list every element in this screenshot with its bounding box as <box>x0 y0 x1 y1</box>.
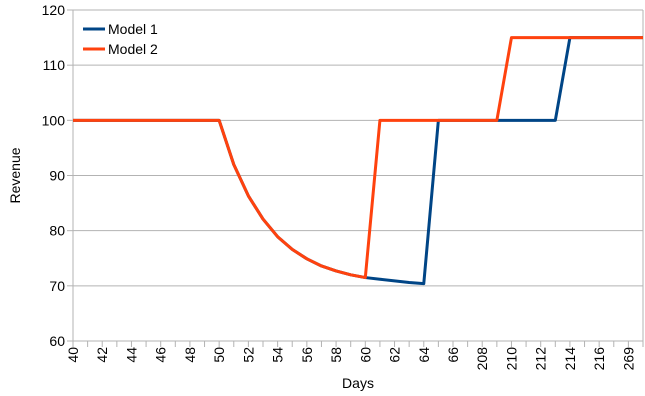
y-tick-label-80: 80 <box>49 223 65 239</box>
y-tick-label-100: 100 <box>42 112 66 128</box>
x-tick-label-42: 42 <box>94 347 110 363</box>
legend-label-model-1: Model 1 <box>108 21 158 37</box>
y-tick-label-70: 70 <box>49 278 65 294</box>
legend: Model 1 Model 2 <box>83 21 158 57</box>
legend-label-model-2: Model 2 <box>108 41 158 57</box>
x-tick-label-208: 208 <box>474 347 490 371</box>
x-tick-label-269: 269 <box>620 347 636 371</box>
x-tick-label-58: 58 <box>328 347 344 363</box>
x-tick-label-66: 66 <box>445 347 461 363</box>
x-tick-label-50: 50 <box>211 347 227 363</box>
grid <box>73 9 643 342</box>
y-axis-title: Revenue <box>7 147 23 203</box>
x-tick-label-60: 60 <box>357 347 373 363</box>
x-tick-label-214: 214 <box>562 347 578 371</box>
x-axis-title: Days <box>342 375 374 391</box>
x-tick-label-54: 54 <box>270 347 286 363</box>
x-tick-label-40: 40 <box>65 347 81 363</box>
x-tick-label-216: 216 <box>591 347 607 371</box>
x-tick-label-210: 210 <box>503 347 519 371</box>
series-line-1 <box>73 36 643 286</box>
x-tick-label-212: 212 <box>533 347 549 371</box>
x-tick-label-64: 64 <box>416 347 432 363</box>
series-line-2 <box>73 36 643 280</box>
y-tick-label-110: 110 <box>43 57 66 73</box>
x-tick-label-46: 46 <box>153 347 169 363</box>
y-tick-label-60: 60 <box>49 333 65 349</box>
series <box>73 36 643 286</box>
axes: 60 70 80 90 100 110 120 40 42 44 46 48 50 52 54 56 58 60 6… <box>42 2 644 371</box>
x-tick-label-56: 56 <box>299 347 315 363</box>
y-tick-label-90: 90 <box>49 168 65 184</box>
x-tick-label-48: 48 <box>182 347 198 363</box>
x-tick-label-52: 52 <box>240 347 256 363</box>
x-tick-label-62: 62 <box>387 347 403 363</box>
x-tick-label-44: 44 <box>123 347 139 363</box>
y-tick-label-120: 120 <box>42 2 66 18</box>
